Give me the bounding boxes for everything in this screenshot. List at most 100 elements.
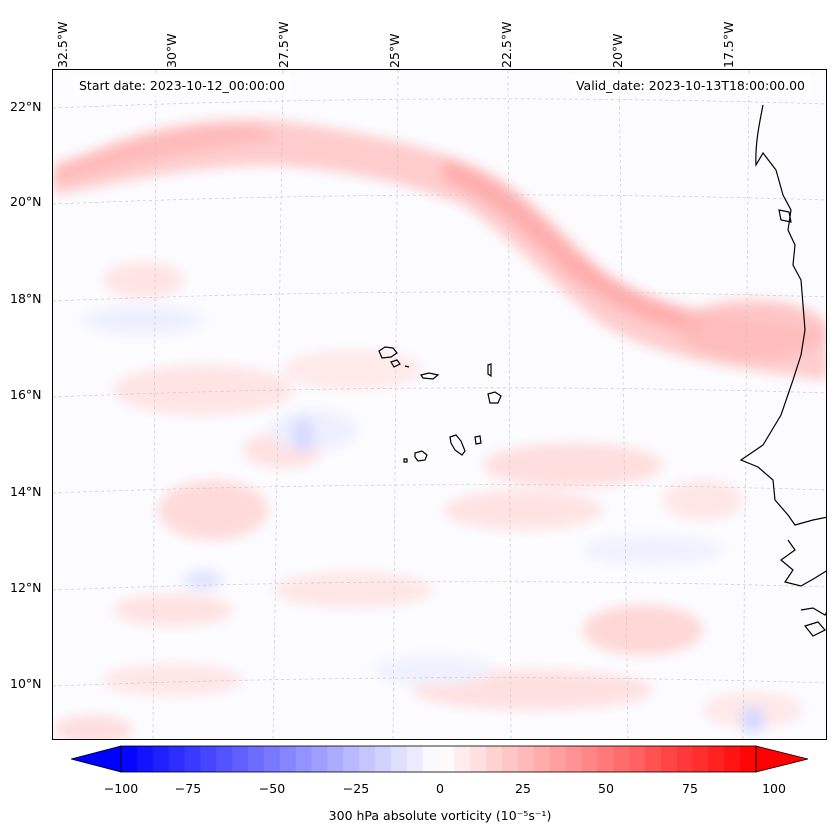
colorbar-cell xyxy=(581,746,598,772)
lat-label-10n: 10°N xyxy=(10,676,42,691)
lon-label-32-5w: 32.5°W xyxy=(55,21,70,68)
island-santo-antao xyxy=(378,346,398,359)
island-boa-vista xyxy=(487,391,502,404)
vorticity-patch xyxy=(53,715,133,739)
colorbar-cell xyxy=(740,746,757,772)
vorticity-patch xyxy=(158,480,268,540)
colorbar-tick: −25 xyxy=(342,781,370,796)
vorticity-patch xyxy=(113,365,293,415)
vorticity-patch xyxy=(483,443,663,487)
colorbar-cell xyxy=(152,746,170,772)
colorbar-tick: −50 xyxy=(258,781,286,796)
colorbar-cell xyxy=(676,746,694,772)
colorbar-cell xyxy=(644,746,662,772)
vorticity-map xyxy=(53,70,826,739)
vorticity-patch xyxy=(283,350,423,390)
vorticity-negative-patch xyxy=(83,305,203,335)
valid-date-label: Valid_date: 2023-10-13T18:00:00.00 xyxy=(569,75,811,96)
colorbar-cell xyxy=(359,746,376,772)
colorbar-cell xyxy=(708,746,725,772)
vorticity-negative-patch xyxy=(183,570,223,590)
colorbar-cell xyxy=(327,746,344,772)
vorticity-patch xyxy=(583,605,703,655)
map-panel xyxy=(52,69,827,740)
vorticity-patch xyxy=(443,490,603,530)
island-fogo xyxy=(414,450,428,462)
colorbar-cell xyxy=(406,746,424,772)
vorticity-negative-patch xyxy=(583,535,723,565)
colorbar-label: 300 hPa absolute vorticity (10⁻⁵s⁻¹) xyxy=(328,808,552,823)
graticule xyxy=(53,70,826,739)
colorbar-cell xyxy=(136,746,154,772)
lat-label-14n: 14°N xyxy=(10,484,42,499)
colorbar-cell xyxy=(533,746,551,772)
lon-label-27-5w: 27.5°W xyxy=(276,21,291,68)
colorbar-cell xyxy=(168,746,186,772)
vorticity-field xyxy=(53,119,826,739)
colorbar-cell xyxy=(216,746,233,772)
colorbar-extend-low xyxy=(71,745,122,773)
colorbar xyxy=(71,745,808,773)
colorbar-cell xyxy=(200,746,217,772)
colorbar-cell xyxy=(248,746,265,772)
colorbar-cell xyxy=(470,746,487,772)
vorticity-band-core xyxy=(443,160,703,335)
colorbar-cell xyxy=(613,746,630,772)
lon-label-25w: 25°W xyxy=(387,33,402,68)
colorbar-cell xyxy=(295,746,313,772)
island-sao-vicente xyxy=(390,359,401,368)
cabo-verde-islands xyxy=(378,346,502,463)
vorticity-band xyxy=(53,119,826,380)
vorticity-negative-patch xyxy=(291,417,315,453)
colorbar-cell xyxy=(549,746,567,772)
colorbar-cell xyxy=(660,746,678,772)
west-africa-coastline xyxy=(739,104,826,637)
lat-label-12n: 12°N xyxy=(10,580,42,595)
colorbar-cell xyxy=(502,746,519,772)
lat-label-16n: 16°N xyxy=(10,387,42,402)
colorbar-cell xyxy=(438,746,455,772)
colorbar-extend-high xyxy=(755,745,808,773)
lat-label-22n: 22°N xyxy=(10,99,42,114)
colorbar-cell xyxy=(724,746,741,772)
lon-label-20w: 20°W xyxy=(610,33,625,68)
lat-label-20n: 20°N xyxy=(10,194,42,209)
colorbar-cell xyxy=(517,746,535,772)
colorbar-cell xyxy=(311,746,328,772)
lon-label-17-5w: 17.5°W xyxy=(721,21,736,68)
colorbar-cell xyxy=(390,746,408,772)
vorticity-patch xyxy=(273,572,433,608)
island-maio xyxy=(474,435,482,445)
colorbar-tick: 25 xyxy=(515,781,531,796)
colorbar-outline xyxy=(120,745,757,773)
vorticity-patch xyxy=(678,300,826,360)
vorticity-negative-patch xyxy=(373,655,493,685)
colorbar-tick: −75 xyxy=(174,781,202,796)
island-sal xyxy=(487,363,492,378)
colorbar-cell xyxy=(343,746,360,772)
colorbar-tick: 75 xyxy=(682,781,698,796)
colorbar-cell xyxy=(263,746,281,772)
colorbar-cell xyxy=(232,746,249,772)
vorticity-patch xyxy=(113,594,233,626)
island-santiago xyxy=(449,434,466,456)
island-santa-luzia xyxy=(404,365,410,368)
lon-label-30w: 30°W xyxy=(164,33,179,68)
lon-label-22-5w: 22.5°W xyxy=(499,21,514,68)
colorbar-cell xyxy=(629,746,646,772)
colorbar-cell xyxy=(184,746,201,772)
vorticity-patch xyxy=(103,262,183,298)
colorbar-cell xyxy=(565,746,582,772)
vorticity-band-west xyxy=(53,125,283,185)
colorbar-cell xyxy=(279,746,297,772)
lat-label-18n: 18°N xyxy=(10,291,42,306)
colorbar-tick: 0 xyxy=(436,781,444,796)
colorbar-cell xyxy=(121,746,138,772)
colorbar-tick: −100 xyxy=(103,781,139,796)
colorbar-tick: 100 xyxy=(762,781,786,796)
colorbar-cell xyxy=(597,746,614,772)
colorbar-cell xyxy=(454,746,471,772)
island-brava xyxy=(403,458,408,463)
start-date-label: Start date: 2023-10-12_00:00:00 xyxy=(73,75,291,96)
colorbar-tick: 50 xyxy=(598,781,614,796)
